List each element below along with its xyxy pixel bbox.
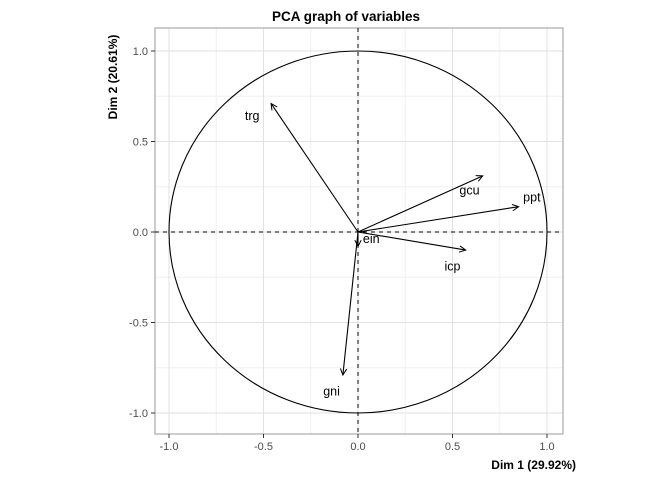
panel-border	[154, 27, 564, 435]
chart-layer: trg gcu ppt icp gni ein	[155, 28, 563, 434]
variable-arrow-icp	[357, 231, 467, 253]
y-tick-label: 0.5	[133, 137, 148, 149]
y-tick-label: -1.0	[129, 408, 148, 420]
variable-arrow-gni	[339, 231, 359, 377]
variable-label-ein: ein	[363, 232, 380, 246]
variable-label-icp: icp	[445, 259, 461, 273]
y-axis-title: Dim 2 (20.61%)	[106, 35, 120, 120]
x-tick-label: -0.5	[254, 441, 273, 453]
variable-arrow-gcu	[357, 175, 484, 233]
plot-title: PCA graph of variables	[272, 9, 420, 24]
variable-label-gni: gni	[323, 384, 340, 398]
panel-layer	[154, 27, 564, 435]
variable-arrow-trg	[270, 102, 359, 233]
variable-label-trg: trg	[245, 109, 260, 123]
x-tick-label: 0.0	[350, 441, 365, 453]
y-tick-label: 0.0	[133, 227, 148, 239]
variable-arrow-ppt	[357, 204, 520, 233]
variable-label-gcu: gcu	[459, 183, 479, 197]
unit-circle	[168, 50, 548, 414]
x-tick-label: -1.0	[160, 441, 179, 453]
x-tick-label: 1.0	[539, 441, 554, 453]
x-tick-label: 0.5	[445, 441, 460, 453]
y-tick-label: 1.0	[133, 46, 148, 58]
y-tick-label: -0.5	[129, 318, 148, 330]
x-axis-title: Dim 1 (29.92%)	[491, 458, 576, 472]
variable-label-ppt: ppt	[523, 191, 541, 205]
axes-layer: -1.0 -0.5 0.0 0.5 1.0 -1.0 -0.5 0.0 0.5 1.0	[129, 46, 555, 453]
